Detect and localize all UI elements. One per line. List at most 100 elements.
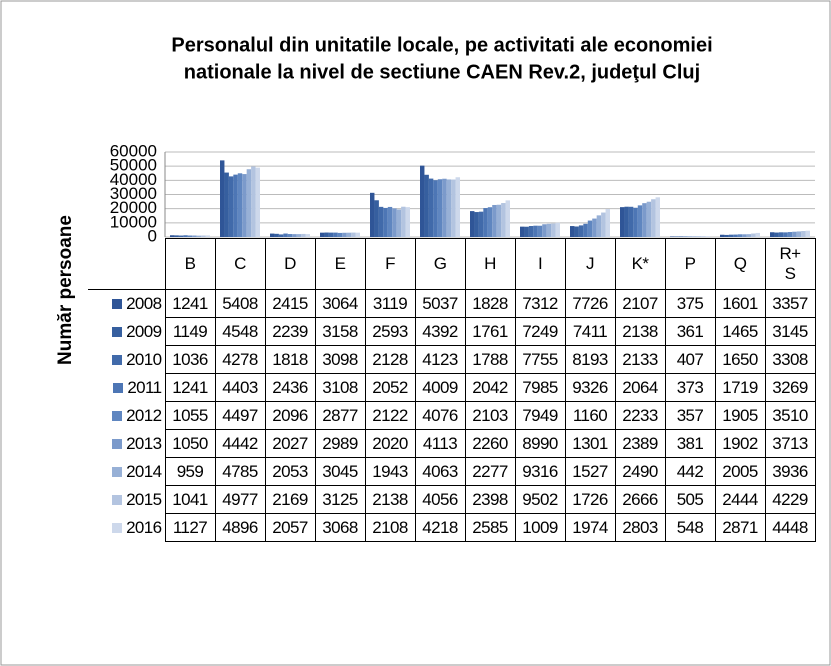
category-label: I	[537, 254, 543, 273]
legend-cell: 2014	[88, 457, 166, 486]
bar	[651, 199, 656, 237]
bar	[183, 235, 188, 237]
bar	[728, 234, 734, 237]
bar	[205, 235, 210, 237]
bar	[701, 236, 706, 237]
value-cell: 959	[164, 457, 216, 486]
value-cell: 505	[664, 485, 716, 514]
chart-title: nationale la nivel de sectiune CAEN Rev.…	[184, 61, 700, 83]
bar	[270, 233, 275, 237]
header-cell: H	[464, 238, 516, 290]
value-cell: 4278	[214, 345, 266, 374]
chart-title: Personalul din unitatile locale, pe acti…	[171, 34, 712, 56]
bar	[170, 235, 175, 237]
bar	[670, 236, 675, 237]
bar	[596, 215, 602, 237]
legend-label: 2016	[126, 517, 162, 537]
bar	[296, 234, 302, 237]
data-row: 2016 1127 4896 2057 3068 2108 4218 2585 1009 1974…	[88, 513, 816, 542]
header-cell: J	[564, 238, 616, 290]
value-cell: 2871	[714, 513, 766, 542]
category-label: P	[684, 254, 696, 273]
value-cell: 3098	[314, 345, 366, 374]
value-cell: 4076	[414, 401, 466, 430]
bar	[446, 179, 452, 237]
legend-swatch	[112, 494, 123, 505]
value-cell: 9326	[564, 373, 616, 402]
legend-cell: 2012	[88, 401, 166, 430]
legend-swatch	[112, 522, 123, 533]
value-cell: 1009	[514, 513, 566, 542]
bar	[437, 179, 443, 237]
bar	[746, 234, 752, 237]
category-label: B	[184, 254, 196, 273]
y-tick-label: 20000	[110, 198, 157, 217]
header-cell: C	[214, 238, 266, 290]
bar	[524, 226, 529, 237]
bar	[692, 236, 697, 237]
bar	[246, 169, 252, 237]
y-tick-label: 30000	[110, 184, 157, 203]
bar	[687, 236, 693, 237]
bar	[442, 178, 447, 237]
bar	[796, 231, 802, 237]
bar	[720, 234, 725, 237]
y-tick-label: 40000	[110, 170, 157, 189]
bar	[455, 177, 460, 237]
value-cell: 2064	[614, 373, 666, 402]
bar	[751, 233, 756, 237]
value-cell: 1601	[714, 289, 766, 318]
value-cell: 1160	[564, 401, 616, 430]
value-cell: 2233	[614, 401, 666, 430]
bar	[428, 178, 434, 237]
value-cell: 2122	[364, 401, 416, 430]
bar	[378, 206, 384, 237]
value-cell: 2989	[314, 429, 366, 458]
value-cell: 4229	[764, 485, 816, 514]
legend-cell: 2013	[88, 429, 166, 458]
bar	[387, 206, 393, 237]
value-cell: 3713	[764, 429, 816, 458]
category-label: H	[484, 254, 496, 273]
bar	[501, 203, 506, 237]
value-cell: 548	[664, 513, 716, 542]
value-cell: 1902	[714, 429, 766, 458]
bar	[496, 204, 502, 237]
value-cell: 1465	[714, 317, 766, 346]
bar	[351, 232, 356, 237]
bar	[287, 234, 293, 237]
bar	[755, 232, 760, 237]
y-tick-label: 10000	[110, 212, 157, 231]
value-cell: 4392	[414, 317, 466, 346]
bar	[305, 234, 310, 237]
value-cell: 3936	[764, 457, 816, 486]
bar	[451, 179, 456, 237]
value-cell: 3158	[314, 317, 366, 346]
value-cell: 4497	[214, 401, 266, 430]
legend-cell: 2011	[88, 373, 166, 402]
bar	[574, 226, 579, 237]
value-cell: 2020	[364, 429, 416, 458]
category-label: R+ S	[779, 244, 801, 283]
data-row: 2015 1041 4977 2169 3125 2138 4056 2398 9502 1726…	[88, 485, 816, 514]
bar	[601, 212, 606, 237]
bar	[174, 235, 179, 237]
value-cell: 2133	[614, 345, 666, 374]
value-cell: 3357	[764, 289, 816, 318]
value-cell: 442	[664, 457, 716, 486]
data-row: 2010 1036 4278 1818 3098 2128 4123 1788 7755 8193…	[88, 345, 816, 374]
data-table: B C D E F G H I J K* P Q R+ S 2008 1241 5408 2415 3064 311…	[88, 238, 816, 542]
legend-label: 2013	[126, 433, 162, 453]
bar	[328, 232, 334, 237]
value-cell: 381	[664, 429, 716, 458]
value-cell: 4977	[214, 485, 266, 514]
category-label: Q	[733, 254, 747, 273]
value-cell: 2138	[364, 485, 416, 514]
bar	[774, 232, 779, 237]
value-cell: 2103	[464, 401, 516, 430]
bar	[637, 205, 643, 237]
value-cell: 2052	[364, 373, 416, 402]
bar	[787, 232, 793, 237]
legend-swatch	[113, 382, 124, 393]
